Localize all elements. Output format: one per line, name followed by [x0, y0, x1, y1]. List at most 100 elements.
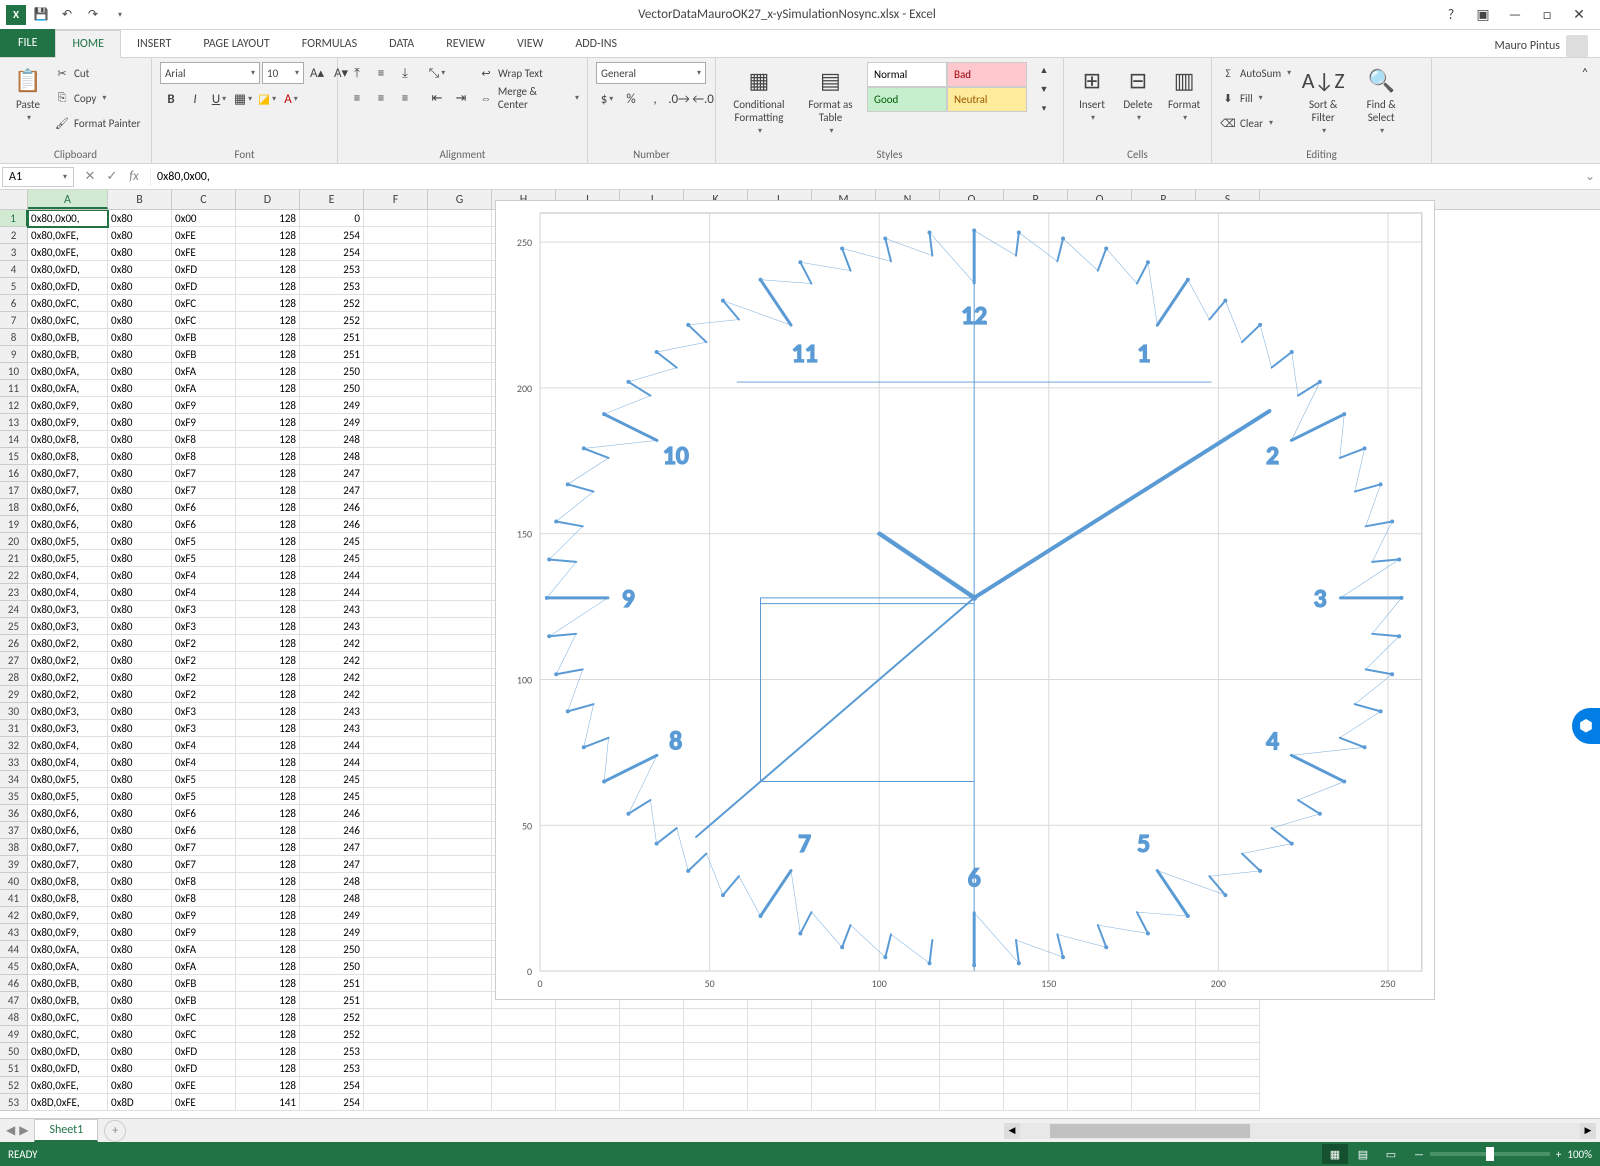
cell[interactable]: 0x80 [108, 414, 172, 431]
cell[interactable]: 250 [300, 363, 364, 380]
save-icon[interactable]: 💾 [30, 4, 52, 26]
cell[interactable] [748, 1060, 812, 1077]
cell[interactable]: 128 [236, 737, 300, 754]
tab-page-layout[interactable]: PAGE LAYOUT [187, 31, 285, 57]
cell[interactable]: 0xF2 [172, 635, 236, 652]
cell[interactable]: 128 [236, 873, 300, 890]
cell[interactable]: 0xF2 [172, 686, 236, 703]
normal-view-icon[interactable]: ▦ [1322, 1144, 1348, 1164]
cell[interactable]: 0xF2 [172, 652, 236, 669]
cell[interactable] [428, 567, 492, 584]
cell[interactable]: 0x80,0xF3, [28, 618, 108, 635]
cell[interactable]: 0xF3 [172, 720, 236, 737]
cell[interactable]: 128 [236, 601, 300, 618]
cell[interactable]: 128 [236, 635, 300, 652]
cell[interactable]: 0x80,0xF9, [28, 397, 108, 414]
cell[interactable]: 0x80 [108, 618, 172, 635]
cell[interactable]: 0x80 [108, 805, 172, 822]
cell[interactable] [364, 329, 428, 346]
cell[interactable]: 253 [300, 1043, 364, 1060]
row-header[interactable]: 10 [0, 363, 28, 380]
cell[interactable]: 249 [300, 414, 364, 431]
format-painter-button[interactable]: 🖌Format Painter [54, 112, 140, 134]
cell[interactable] [428, 839, 492, 856]
cell[interactable] [748, 1009, 812, 1026]
cell[interactable]: 128 [236, 941, 300, 958]
cell[interactable] [364, 482, 428, 499]
cell[interactable] [492, 1026, 556, 1043]
cell[interactable]: 128 [236, 329, 300, 346]
cell[interactable]: 0x80 [108, 720, 172, 737]
delete-cells-button[interactable]: ⊟Delete▾ [1118, 62, 1158, 125]
cell[interactable]: 251 [300, 346, 364, 363]
cell[interactable] [1196, 1094, 1260, 1111]
cell[interactable] [364, 601, 428, 618]
cell[interactable] [428, 210, 492, 227]
row-header[interactable]: 50 [0, 1043, 28, 1060]
cell[interactable]: 0x80,0xF2, [28, 686, 108, 703]
cell[interactable]: 0x80,0xF6, [28, 499, 108, 516]
cell[interactable] [364, 873, 428, 890]
cell[interactable]: 128 [236, 312, 300, 329]
format-cells-button[interactable]: ▥Format▾ [1164, 62, 1204, 125]
cell[interactable]: 128 [236, 278, 300, 295]
row-header[interactable]: 39 [0, 856, 28, 873]
cell[interactable] [684, 1009, 748, 1026]
cell[interactable]: 128 [236, 227, 300, 244]
clear-button[interactable]: ⌫Clear▾ [1220, 112, 1291, 134]
row-header[interactable]: 49 [0, 1026, 28, 1043]
cell[interactable] [428, 312, 492, 329]
cell[interactable]: 0xF5 [172, 550, 236, 567]
dec-decimal-icon[interactable]: ←.0 [692, 88, 714, 110]
cell[interactable]: 0x80,0xF6, [28, 822, 108, 839]
tab-view[interactable]: VIEW [501, 31, 559, 57]
cell[interactable]: 0xF9 [172, 397, 236, 414]
cell[interactable]: 0x80 [108, 771, 172, 788]
row-header[interactable]: 40 [0, 873, 28, 890]
cell[interactable] [428, 550, 492, 567]
cell[interactable]: 0x80,0xF3, [28, 601, 108, 618]
cell[interactable] [1132, 1077, 1196, 1094]
cell[interactable]: 243 [300, 720, 364, 737]
align-center-icon[interactable]: ≡ [370, 87, 392, 109]
cell[interactable] [620, 1009, 684, 1026]
cell[interactable]: 0x80 [108, 448, 172, 465]
cell[interactable]: 0x80,0xF3, [28, 720, 108, 737]
cell[interactable]: 128 [236, 397, 300, 414]
row-header[interactable]: 46 [0, 975, 28, 992]
row-header[interactable]: 41 [0, 890, 28, 907]
font-name-dropdown[interactable]: Arial▾ [160, 62, 260, 84]
cell[interactable]: 0xFA [172, 363, 236, 380]
cell[interactable]: 0x80,0xFB, [28, 975, 108, 992]
cell[interactable] [428, 380, 492, 397]
cell[interactable]: 245 [300, 788, 364, 805]
cell[interactable]: 0x80 [108, 601, 172, 618]
style-bad[interactable]: Bad [947, 62, 1027, 87]
cell[interactable] [364, 465, 428, 482]
cell[interactable] [940, 1026, 1004, 1043]
row-header[interactable]: 5 [0, 278, 28, 295]
cell[interactable]: 0xF4 [172, 754, 236, 771]
cell[interactable]: 128 [236, 1026, 300, 1043]
cell[interactable]: 0x80,0xF9, [28, 414, 108, 431]
cell[interactable] [428, 805, 492, 822]
cell[interactable]: 254 [300, 244, 364, 261]
cell[interactable]: 0x80,0xF9, [28, 907, 108, 924]
cell[interactable]: 0x80,0xFC, [28, 1026, 108, 1043]
cell[interactable] [492, 1094, 556, 1111]
cell[interactable] [428, 754, 492, 771]
scroll-left-icon[interactable]: ◀ [1004, 1123, 1020, 1139]
cell[interactable]: 0x80 [108, 1026, 172, 1043]
cell[interactable]: 0x80,0xFD, [28, 1043, 108, 1060]
cell[interactable]: 0x80 [108, 431, 172, 448]
fill-color-icon[interactable]: ◪▾ [256, 88, 278, 110]
row-header[interactable]: 30 [0, 703, 28, 720]
cell[interactable] [364, 448, 428, 465]
cell[interactable]: 248 [300, 890, 364, 907]
cell[interactable]: 128 [236, 363, 300, 380]
cell[interactable]: 0xF9 [172, 414, 236, 431]
sheet-nav-prev-icon[interactable]: ◀ [6, 1123, 15, 1138]
cell[interactable] [428, 686, 492, 703]
formula-input[interactable]: 0x80,0x00, [150, 168, 1580, 186]
cell[interactable]: 0xFC [172, 295, 236, 312]
